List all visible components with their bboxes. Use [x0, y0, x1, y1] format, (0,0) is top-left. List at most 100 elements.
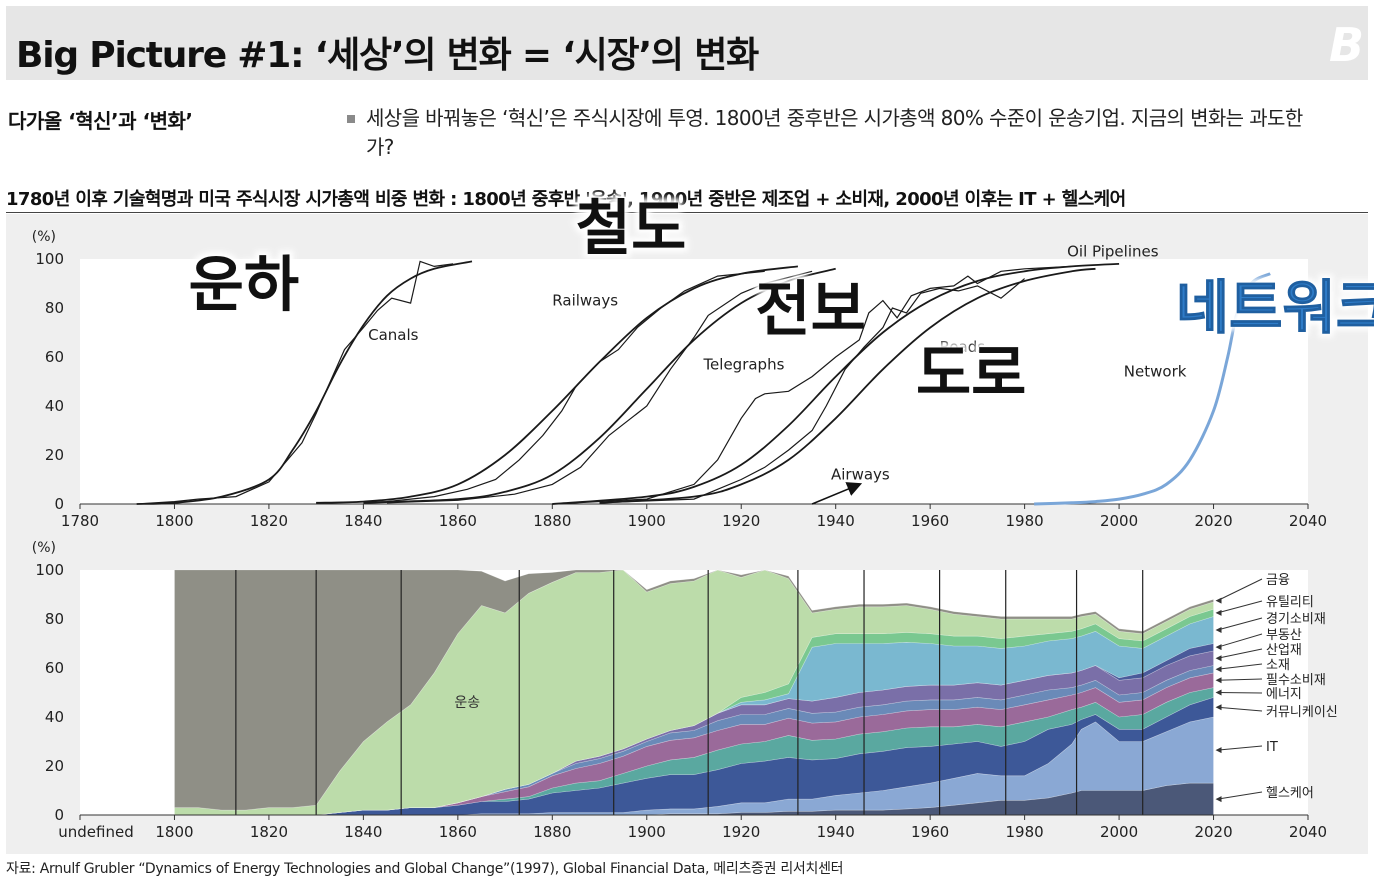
page-title: Big Picture #1: ‘세상’의 변화 = ‘시장’의 변화 — [16, 35, 759, 76]
bottom-y-tick-label: 60 — [45, 659, 64, 677]
top-x-tick-label: 1960 — [911, 512, 949, 530]
legend-item-6: 소재 — [1215, 658, 1290, 673]
top-x-tick-label: 1780 — [61, 512, 99, 530]
bottom-y-tick-label: 80 — [45, 610, 64, 628]
top-y-tick-label: 80 — [45, 299, 64, 317]
legend-leader-line — [1217, 791, 1263, 800]
legend-item-10: IT — [1215, 740, 1278, 755]
top-x-tick-label: 2000 — [1100, 512, 1138, 530]
overlay-text-roads: 도로 — [916, 339, 1026, 409]
legend-item-3: 경기소비재 — [1215, 612, 1326, 634]
legend-leader-line — [1217, 706, 1263, 712]
legend-item-4: 부동산 — [1215, 628, 1302, 651]
top-x-tick-label: 1800 — [155, 512, 193, 530]
bottom-x-tick-label: 2020 — [1194, 823, 1232, 841]
bottom-x-tick-label: 1900 — [628, 823, 666, 841]
top-x-tick-label: 1920 — [722, 512, 760, 530]
title-bar: Big Picture #1: ‘세상’의 변화 = ‘시장’의 변화 B — [6, 6, 1368, 80]
bottom-x-tick-label: 2040 — [1289, 823, 1327, 841]
bottom-x-tick-label: 1960 — [911, 823, 949, 841]
overlay-halo-telegraphs: 전보 — [755, 275, 865, 345]
legend-arrow-icon — [1215, 704, 1222, 711]
legend-item-1: 금융 — [1215, 573, 1290, 604]
area-band-s10 — [174, 569, 1214, 816]
area-band-s4 — [174, 672, 1214, 816]
bullet-text: 세상을 바꿔놓은 ‘혁신’은 주식시장에 투영. 1800년 중후반은 시가총액… — [366, 106, 1303, 159]
area-band-s11 — [174, 569, 1214, 811]
area-annotation: 운송 — [454, 695, 480, 711]
series-fit-network — [1034, 272, 1271, 506]
legend-arrow-icon — [1215, 689, 1222, 696]
legend-leader-line — [1217, 633, 1263, 648]
top-x-tick-label: 1940 — [817, 512, 855, 530]
area-band-s3 — [174, 687, 1214, 816]
legend-arrow-icon — [1215, 747, 1222, 754]
series-label-canals: Canals — [368, 326, 419, 344]
series-fit-railways — [316, 265, 799, 504]
legend-label: 소재 — [1266, 658, 1290, 673]
legend-item-5: 산업재 — [1215, 643, 1302, 662]
series-label-airways: Airways — [831, 466, 890, 484]
top-y-tick-label: 20 — [45, 446, 64, 464]
legend-label: 경기소비재 — [1266, 612, 1326, 627]
series-label-telegraphs: Telegraphs — [702, 355, 784, 373]
legend-item-9: 커뮤니케이신 — [1215, 704, 1338, 720]
legend-arrow-icon — [1215, 666, 1222, 673]
top-x-tick-label: 1840 — [344, 512, 382, 530]
source-note: 자료: Arnulf Grubler “Dynamics of Energy T… — [6, 861, 844, 877]
overlay-text-railways: 철도 — [576, 194, 686, 264]
overlay-halo-canals: 운하 — [189, 251, 299, 321]
bottom-y-tick-label: 100 — [35, 561, 64, 579]
section-label: 다가올 ‘혁신’과 ‘변화’ — [8, 109, 193, 133]
legend-leader-line — [1217, 648, 1263, 659]
legend-arrow-icon — [1215, 655, 1222, 662]
legend-arrow-icon — [1215, 677, 1222, 684]
legend-item-8: 에너지 — [1215, 687, 1302, 702]
legend-label: 금융 — [1266, 573, 1290, 588]
legend-arrow-icon — [1215, 644, 1222, 651]
legend-item-2: 유틸리티 — [1215, 595, 1314, 616]
legend-label: 에너지 — [1266, 687, 1302, 702]
legend-label: 유틸리티 — [1266, 595, 1314, 610]
series-label-oil-pipelines: Oil Pipelines — [1067, 243, 1159, 261]
legend-leader-line — [1217, 617, 1263, 631]
overlay-halo-railways: 철도 — [576, 194, 686, 264]
series-arrow-airways — [811, 482, 863, 505]
brand-logo-icon: B — [1328, 18, 1364, 72]
bottom-x-tick-label: 1980 — [1006, 823, 1044, 841]
series-fit-telegraphs — [363, 267, 836, 504]
top-y-axis-label: (%) — [32, 229, 56, 245]
series-label-railways: Railways — [552, 292, 618, 310]
series-data-canals — [136, 260, 454, 505]
legend-item-7: 필수소비재 — [1215, 673, 1326, 688]
top-x-tick-label: 1820 — [250, 512, 288, 530]
legend-leader-line — [1217, 663, 1263, 670]
bottom-y-tick-label: 20 — [45, 757, 64, 775]
legend-label: 필수소비재 — [1266, 673, 1326, 688]
chart-heading: 1780년 이후 기술혁명과 미국 주식시장 시가총액 비중 변화 : 1800… — [6, 189, 1126, 210]
series-label-network: Network — [1124, 363, 1187, 381]
bottom-y-tick-label: 0 — [54, 806, 64, 824]
bottom-x-tick-label: 2000 — [1100, 823, 1138, 841]
top-x-tick-label: 2040 — [1289, 512, 1327, 530]
bullet-square-icon — [347, 115, 355, 123]
top-x-tick-label: 1900 — [628, 512, 666, 530]
legend-item-11: 헬스케어 — [1215, 786, 1314, 803]
top-y-tick-label: 60 — [45, 348, 64, 366]
top-x-tick-label: 1860 — [439, 512, 477, 530]
bottom-x-tick-label: 1940 — [817, 823, 855, 841]
bottom-x-tick-label: 1820 — [250, 823, 288, 841]
bottom-x-tick-label: 1880 — [533, 823, 571, 841]
legend-arrow-icon — [1215, 597, 1222, 604]
series-fit-roads — [599, 267, 1096, 504]
bottom-x-tick-label: 1840 — [344, 823, 382, 841]
legend-label: 헬스케어 — [1266, 786, 1314, 801]
bottom-x-tick-label: 1800 — [155, 823, 193, 841]
overlay-text-canals: 운하 — [189, 251, 299, 321]
